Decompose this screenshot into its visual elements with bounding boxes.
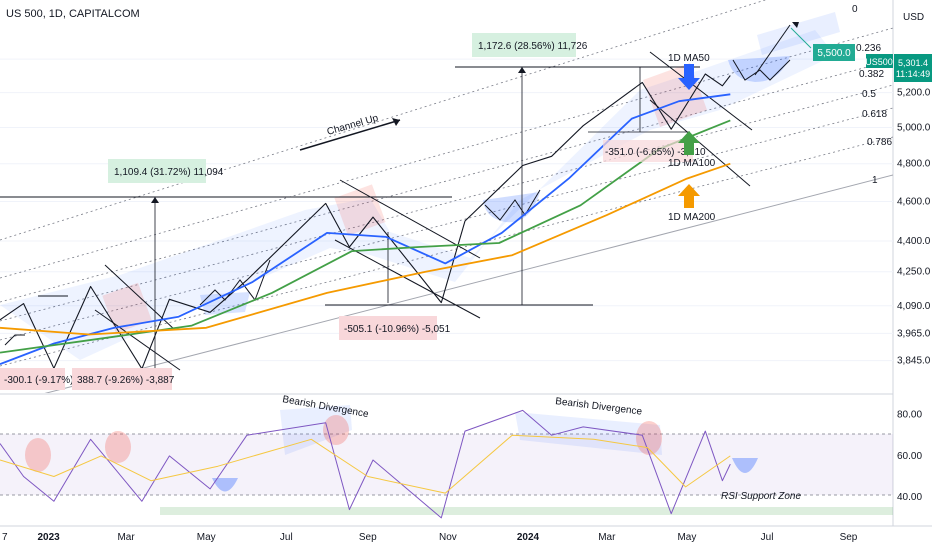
time-tick-label: May xyxy=(197,532,216,543)
time-tick-label: Sep xyxy=(840,532,858,543)
rsi-layer xyxy=(0,409,731,519)
channel-line-0382 xyxy=(0,59,893,303)
rsi-peak-2 xyxy=(105,431,131,463)
rsi-tick-label: 80.00 xyxy=(897,410,922,421)
rsi-pane xyxy=(0,405,893,519)
fib-level-0618: 0.618 xyxy=(862,109,887,120)
ma200-arrow xyxy=(678,184,700,208)
drop3-box xyxy=(0,368,65,390)
ma50-arrow xyxy=(678,64,700,90)
time-tick-label: Jul xyxy=(761,532,774,543)
price-tick-label: 4,600.0 xyxy=(897,196,931,207)
price-tick-label: 4,400.0 xyxy=(897,236,931,247)
last-price: 5,301.4 xyxy=(898,58,928,68)
rsi-support-zone xyxy=(160,507,893,515)
channel-line-05 xyxy=(0,84,893,322)
measure2-box xyxy=(472,33,576,57)
price-tick-label: 4,250.0 xyxy=(897,267,931,278)
measure2-label: 1,172.6 (28.56%) 11,726 xyxy=(478,41,588,52)
last-price-badge xyxy=(894,54,932,82)
price-tick-label: 4,090.0 xyxy=(897,301,931,312)
ma50-label: 1D MA50 xyxy=(668,53,710,64)
channel-line-0618 xyxy=(0,107,893,341)
time-tick-label: Mar xyxy=(117,532,135,543)
time-tick-label: 2023 xyxy=(37,532,60,543)
symbol-badge xyxy=(866,54,893,68)
channel-lines xyxy=(0,0,893,393)
rsi-tick-label: 60.00 xyxy=(897,451,922,462)
rsi-peak-3 xyxy=(323,415,349,445)
drop2-label: -351.0 (-6.65%) -3,510 xyxy=(605,147,706,158)
series-price xyxy=(0,73,731,370)
measure1-label: 1,109.4 (31.72%) 11,094 xyxy=(114,167,224,178)
channel-arrow xyxy=(299,119,401,151)
time-tick-label: Jul xyxy=(280,532,293,543)
rsi-band xyxy=(0,434,893,495)
time-tick-label: Sep xyxy=(359,532,377,543)
ma200-label: 1D MA200 xyxy=(668,212,716,223)
rsi-support-label: RSI Support Zone xyxy=(721,491,801,502)
time-tick-label: 7 xyxy=(2,532,8,543)
series-rsi xyxy=(0,409,731,519)
drop4-box xyxy=(72,368,172,390)
rsi-trough-1 xyxy=(212,478,238,492)
fib-level-0236: 0.236 xyxy=(856,43,881,54)
time-axis[interactable]: 7 2023 Mar May Jul Sep Nov 2024 Mar May Jul Sep xyxy=(2,532,858,543)
time-tick-label: May xyxy=(677,532,696,543)
rsi-axis[interactable]: 80.00 60.00 40.00 xyxy=(897,410,922,504)
channel-arrow-head xyxy=(392,118,400,126)
ma100-arrow xyxy=(678,131,700,155)
measure1-box xyxy=(108,159,206,183)
drop1-label: -505.1 (-10.96%) -5,051 xyxy=(344,324,451,335)
channel-line-0 xyxy=(0,0,767,241)
series-rsi-ma xyxy=(0,434,731,494)
fib-level-1: 1 xyxy=(872,175,878,186)
price-tick-label: 3,965.0 xyxy=(897,328,931,339)
measure2-arrow xyxy=(518,67,526,73)
target-badge xyxy=(813,44,855,61)
price-tick-label: 5,200.0 xyxy=(897,88,931,99)
bear-zone-1 xyxy=(280,405,352,455)
currency-label: USD xyxy=(903,12,924,23)
target-connector xyxy=(790,27,812,49)
series-1d-ma50 xyxy=(0,93,731,365)
rsi-peak-1 xyxy=(25,438,51,472)
ma100-label: 1D MA100 xyxy=(668,158,716,169)
time-tick-label: Nov xyxy=(439,532,457,543)
countdown: 11:14:49 xyxy=(896,69,930,79)
symbol-label: US500 xyxy=(865,57,893,67)
time-tick-label: Mar xyxy=(598,532,616,543)
fib-level-0382: 0.382 xyxy=(859,69,884,80)
target-label: 5,500.0 xyxy=(817,48,851,59)
series-layer xyxy=(0,73,731,370)
measure1-arrow xyxy=(151,197,159,203)
price-tick-label: 5,000.0 xyxy=(897,122,931,133)
drop2-box xyxy=(603,140,693,162)
channel-line-1 xyxy=(44,174,893,393)
drop3-label: -300.1 (-9.17%) -3,001 xyxy=(4,375,105,386)
price-tick-label: 4,800.0 xyxy=(897,159,931,170)
channel-line-0786 xyxy=(0,136,893,367)
rsi-peak-4 xyxy=(636,421,662,455)
series-1d-ma200 xyxy=(0,162,731,336)
target-arrow-head xyxy=(792,22,799,28)
price-tick-label: 3,845.0 xyxy=(897,356,931,367)
chart-title: US 500, 1D, CAPITALCOM xyxy=(6,8,140,20)
rsi-trough-2 xyxy=(732,458,758,473)
price-axis[interactable]: 5,400.05,200.05,000.04,800.04,600.04,400… xyxy=(897,54,931,367)
main-pane xyxy=(0,0,893,393)
drop4-label: 388.7 (-9.26%) -3,887 xyxy=(77,375,175,386)
fib-level-0786: 0.786 xyxy=(867,137,892,148)
fib-level-05: 0.5 xyxy=(862,89,876,100)
channel-shading xyxy=(0,12,840,360)
rsi-tick-label: 40.00 xyxy=(897,492,922,503)
fib-level-0: 0 xyxy=(852,4,858,15)
drop1-box xyxy=(339,316,437,340)
time-tick-label: 2024 xyxy=(517,532,540,543)
